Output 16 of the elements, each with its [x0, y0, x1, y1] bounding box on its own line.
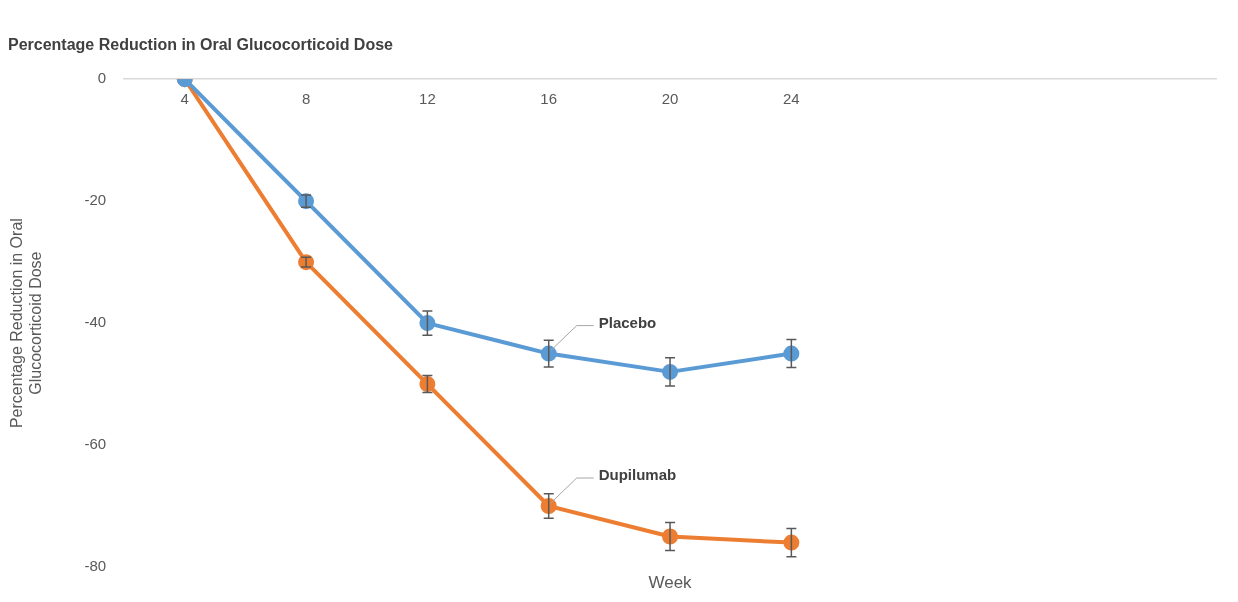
y-tick-label: 0: [97, 69, 107, 87]
text: Dupilumab: [598, 466, 677, 484]
y-tick-label: -20: [84, 191, 107, 209]
x-tick-label: 12: [419, 90, 436, 108]
x-axis-title: Week: [648, 573, 693, 593]
x-tick-label: 16: [540, 90, 558, 108]
text: Placebo: [598, 313, 657, 331]
x-tick-label: 8: [301, 90, 311, 108]
y-tick-label: -60: [84, 435, 107, 453]
y-tick-label: -80: [84, 557, 107, 575]
chart-title: Percentage Reduction in Oral Glucocorticoid Dose: [8, 36, 394, 54]
y-tick-label: -40: [84, 313, 107, 331]
y-axis-title: Percentage Reduction in Oral Glucocorticoid Dose: [8, 218, 45, 429]
x-tick-label: 24: [783, 90, 800, 108]
x-tick-label: 20: [661, 90, 679, 108]
x-tick-label: 4: [180, 90, 189, 108]
